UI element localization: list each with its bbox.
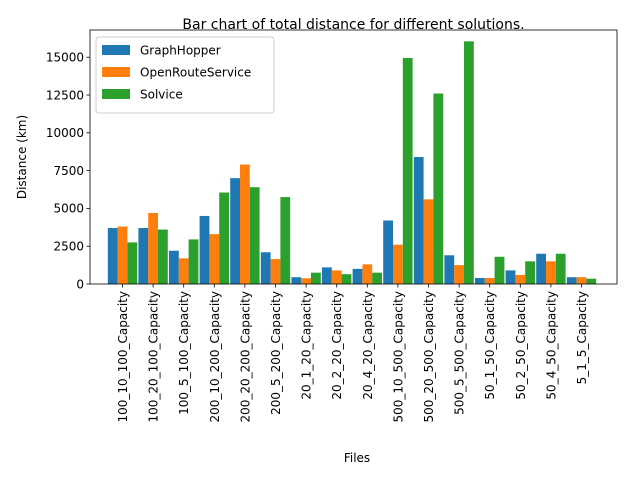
x-tick-label: 20_1_20_Capacity	[300, 291, 314, 400]
bar	[454, 265, 464, 284]
x-axis: 100_10_100_Capacity 100_20_100_Capacity 10…	[116, 284, 589, 423]
legend-swatch	[102, 45, 130, 55]
x-tick-label: 500_5_500_Capacity	[453, 291, 467, 415]
bar	[555, 253, 566, 284]
bar	[525, 261, 535, 284]
x-tick-label: 50_1_50_Capacity	[483, 291, 497, 400]
bar	[586, 278, 597, 284]
y-tick-label: 15000	[46, 51, 84, 65]
y-tick-label: 10000	[46, 126, 84, 140]
plot-frame	[89, 29, 618, 285]
y-tick-label: 2500	[53, 240, 84, 254]
bar	[148, 212, 158, 284]
bar	[515, 274, 526, 284]
y-tick-label: 12500	[46, 88, 84, 102]
legend-frame	[95, 36, 275, 114]
bar	[464, 41, 474, 284]
bar	[322, 267, 332, 284]
bar	[249, 187, 260, 284]
bar	[505, 270, 516, 284]
bars-group	[107, 41, 597, 284]
bar	[230, 178, 240, 284]
bar	[219, 192, 229, 284]
bar	[291, 277, 302, 284]
bar	[393, 244, 403, 284]
x-tick-label: 20_4_20_Capacity	[361, 291, 375, 400]
bar	[444, 255, 455, 284]
chart-title: Bar chart of total distance for differen…	[182, 17, 524, 33]
x-tick-label: 50_4_50_Capacity	[544, 291, 558, 400]
bar	[107, 228, 118, 284]
bar	[169, 250, 179, 284]
bar	[341, 274, 352, 284]
bar	[270, 259, 281, 284]
bar	[311, 272, 321, 284]
y-tick-label: 5000	[53, 202, 84, 216]
bar	[178, 258, 189, 284]
legend: GraphHopper OpenRouteService Solvice	[95, 36, 275, 114]
y-axis-label: Distance (km)	[15, 115, 29, 199]
bar	[240, 164, 250, 284]
bar	[423, 199, 434, 284]
x-tick-label: 100_10_100_Capacity	[116, 291, 130, 423]
y-axis: 0 2500 5000 7500 10000 12500 15000	[46, 51, 90, 291]
bar	[158, 229, 168, 284]
bar	[331, 270, 342, 284]
bar	[413, 157, 424, 284]
bar	[280, 197, 291, 284]
bar	[475, 277, 485, 284]
bar	[127, 242, 138, 284]
x-tick-label: 500_10_500_Capacity	[391, 291, 405, 423]
bar	[402, 57, 413, 284]
legend-label: GraphHopper	[140, 44, 221, 58]
x-tick-label: 500_20_500_Capacity	[422, 291, 436, 423]
x-tick-label: 200_5_200_Capacity	[269, 291, 283, 415]
bar	[484, 277, 495, 284]
bar	[566, 277, 577, 284]
bar	[362, 264, 373, 284]
x-tick-label: 5_1_5_Capacity	[575, 291, 589, 384]
x-axis-label: Files	[344, 451, 370, 465]
bar	[117, 226, 128, 284]
legend-swatch	[102, 67, 130, 77]
bar	[576, 277, 587, 284]
bar	[546, 261, 556, 284]
bar	[138, 228, 149, 284]
x-tick-label: 200_10_200_Capacity	[208, 291, 222, 423]
bar	[383, 220, 393, 284]
x-tick-label: 50_2_50_Capacity	[514, 291, 528, 400]
legend-label: OpenRouteService	[140, 66, 251, 80]
y-tick-label: 7500	[53, 164, 84, 178]
x-tick-label: 200_20_200_Capacity	[238, 291, 252, 423]
bar	[352, 268, 363, 284]
bar	[494, 256, 505, 284]
x-tick-label: 100_20_100_Capacity	[147, 291, 161, 423]
bar	[433, 93, 444, 284]
bar	[372, 272, 382, 284]
bar	[260, 252, 271, 284]
bar	[199, 215, 210, 284]
x-tick-label: 20_2_20_Capacity	[330, 291, 344, 400]
legend-swatch	[102, 89, 130, 99]
x-tick-label: 100_5_100_Capacity	[177, 291, 191, 415]
bar	[188, 239, 199, 284]
bar	[209, 234, 220, 284]
legend-label: Solvice	[140, 88, 183, 102]
y-tick-label: 0	[76, 277, 84, 291]
bar	[536, 253, 546, 284]
bar	[301, 278, 311, 284]
